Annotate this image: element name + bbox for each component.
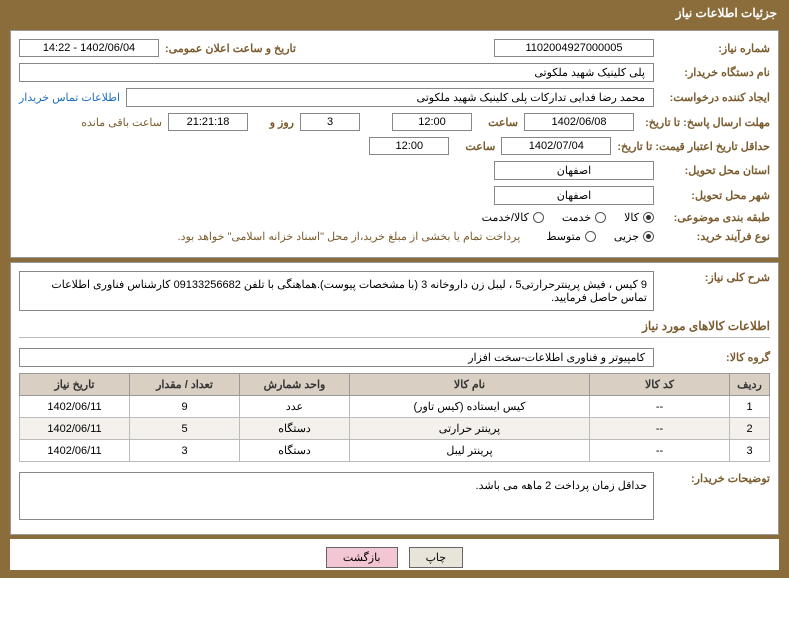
cell-name: پرینتر حرارتی <box>350 418 590 440</box>
goods-table: ردیف کد کالا نام کالا واحد شمارش تعداد /… <box>19 373 770 462</box>
province-label: استان محل تحویل: <box>660 164 770 177</box>
days-label: روز و <box>254 116 294 129</box>
deadline-label: مهلت ارسال پاسخ: تا تاریخ: <box>640 116 770 129</box>
validity-hour: 12:00 <box>369 137 449 155</box>
button-row: چاپ بازگشت <box>10 539 779 570</box>
subject-class-label: طبقه بندی موضوعی: <box>660 211 770 224</box>
th-code: کد کالا <box>590 374 730 396</box>
announce-value: 1402/06/04 - 14:22 <box>19 39 159 57</box>
table-row: 2--پرینتر حرارتیدستگاه51402/06/11 <box>20 418 770 440</box>
cell-code: -- <box>590 418 730 440</box>
radio-goods[interactable]: کالا <box>624 211 654 224</box>
validity-label: حداقل تاریخ اعتبار قیمت: تا تاریخ: <box>617 140 770 153</box>
cell-name: کیس ایستاده (کیس تاور) <box>350 396 590 418</box>
radio-both[interactable]: کالا/خدمت <box>482 211 544 224</box>
announce-label: تاریخ و ساعت اعلان عمومی: <box>165 42 296 55</box>
process-label: نوع فرآیند خرید: <box>660 230 770 243</box>
th-idx: ردیف <box>730 374 770 396</box>
validity-date: 1402/07/04 <box>501 137 611 155</box>
overall-desc-label: شرح کلی نیاز: <box>660 271 770 284</box>
buyer-org-label: نام دستگاه خریدار: <box>660 66 770 79</box>
process-group: جزیی متوسط <box>546 230 654 243</box>
process-note: پرداخت تمام یا بخشی از مبلغ خرید،از محل … <box>178 230 521 243</box>
cell-date: 1402/06/11 <box>20 396 130 418</box>
requester-label: ایجاد کننده درخواست: <box>660 91 770 104</box>
cell-code: -- <box>590 396 730 418</box>
city-label: شهر محل تحویل: <box>660 189 770 202</box>
table-row: 3--پرینتر لیبلدستگاه31402/06/11 <box>20 440 770 462</box>
days-remaining: 3 <box>300 113 360 131</box>
radio-service[interactable]: خدمت <box>562 211 606 224</box>
need-no-value: 1102004927000005 <box>494 39 654 57</box>
buyer-org-value: پلی کلینیک شهید ملکوتی <box>19 63 654 82</box>
th-unit: واحد شمارش <box>240 374 350 396</box>
buyer-notes-text: حداقل زمان پرداخت 2 ماهه می باشد. <box>19 472 654 520</box>
cell-unit: عدد <box>240 396 350 418</box>
cell-unit: دستگاه <box>240 418 350 440</box>
description-panel: شرح کلی نیاز: 9 کیس ، فیش پرینترحرارتی5 … <box>10 262 779 535</box>
overall-desc-text: 9 کیس ، فیش پرینترحرارتی5 ، لیبل زن دارو… <box>19 271 654 311</box>
cell-qty: 3 <box>130 440 240 462</box>
contact-link[interactable]: اطلاعات تماس خریدار <box>19 91 120 104</box>
cell-qty: 9 <box>130 396 240 418</box>
page-title: جزئیات اطلاعات نیاز <box>0 0 789 26</box>
deadline-hour: 12:00 <box>392 113 472 131</box>
goods-group-label: گروه کالا: <box>660 351 770 364</box>
th-date: تاریخ نیاز <box>20 374 130 396</box>
cell-date: 1402/06/11 <box>20 440 130 462</box>
cell-date: 1402/06/11 <box>20 418 130 440</box>
requester-value: محمد رضا فدایی تدارکات پلی کلینیک شهید م… <box>126 88 654 107</box>
table-header-row: ردیف کد کالا نام کالا واحد شمارش تعداد /… <box>20 374 770 396</box>
info-panel: شماره نیاز: 1102004927000005 تاریخ و ساع… <box>10 30 779 258</box>
cell-code: -- <box>590 440 730 462</box>
remain-suffix: ساعت باقی مانده <box>81 116 162 129</box>
th-qty: تعداد / مقدار <box>130 374 240 396</box>
cell-qty: 5 <box>130 418 240 440</box>
hour-label-1: ساعت <box>478 116 518 129</box>
radio-small[interactable]: جزیی <box>614 230 654 243</box>
time-remaining: 21:21:18 <box>168 113 248 131</box>
buyer-notes-label: توضیحات خریدار: <box>660 472 770 485</box>
city-value: اصفهان <box>494 186 654 205</box>
goods-group-value: کامپیوتر و فناوری اطلاعات-سخت افزار <box>19 348 654 367</box>
cell-idx: 2 <box>730 418 770 440</box>
cell-idx: 1 <box>730 396 770 418</box>
province-value: اصفهان <box>494 161 654 180</box>
subject-class-group: کالا خدمت کالا/خدمت <box>482 211 654 224</box>
goods-section-title: اطلاعات کالاهای مورد نیاز <box>19 319 770 338</box>
deadline-date: 1402/06/08 <box>524 113 634 131</box>
cell-unit: دستگاه <box>240 440 350 462</box>
back-button[interactable]: بازگشت <box>326 547 398 568</box>
table-row: 1--کیس ایستاده (کیس تاور)عدد91402/06/11 <box>20 396 770 418</box>
cell-name: پرینتر لیبل <box>350 440 590 462</box>
radio-medium[interactable]: متوسط <box>546 230 596 243</box>
th-name: نام کالا <box>350 374 590 396</box>
print-button[interactable]: چاپ <box>409 547 464 568</box>
need-no-label: شماره نیاز: <box>660 42 770 55</box>
cell-idx: 3 <box>730 440 770 462</box>
hour-label-2: ساعت <box>455 140 495 153</box>
